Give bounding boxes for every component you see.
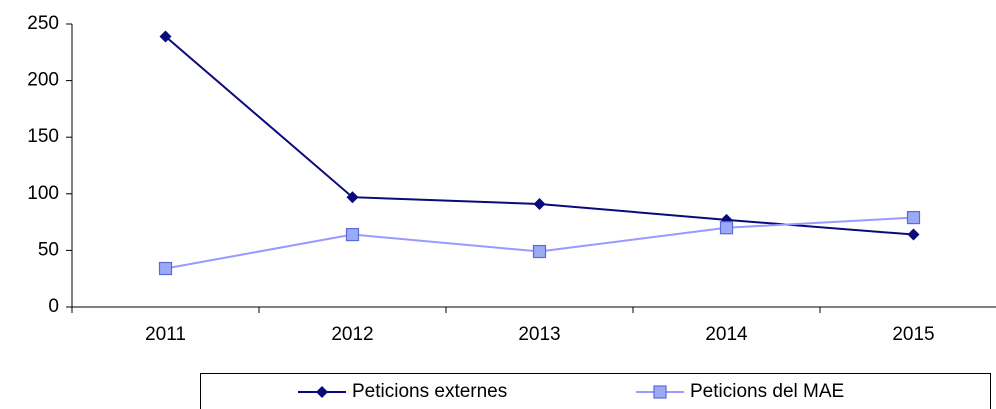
point (719, 221, 734, 235)
point (159, 30, 172, 43)
legend-box (200, 373, 991, 409)
y-tick-label: 250 (27, 13, 59, 34)
x-tick-label: 2014 (705, 324, 748, 345)
y-tick-label: 150 (27, 126, 59, 147)
point (316, 386, 328, 398)
point (532, 244, 547, 259)
point (907, 228, 920, 241)
x-tick-label: 2013 (518, 324, 560, 345)
point (653, 385, 667, 399)
x-tick-label: 2015 (892, 324, 934, 345)
point (533, 197, 546, 210)
x-tick-label: 2011 (145, 324, 186, 345)
point (345, 227, 360, 242)
point (158, 261, 173, 276)
point (906, 210, 921, 225)
legend-label: Peticions del MAE (690, 381, 844, 402)
x-tick-label: 2012 (331, 324, 373, 345)
y-tick-label: 50 (38, 239, 59, 260)
y-tick-label: 100 (27, 183, 59, 204)
y-tick-label: 0 (48, 296, 59, 317)
legend-label: Peticions externes (352, 381, 507, 402)
y-tick-label: 200 (27, 70, 59, 91)
point (346, 191, 359, 204)
